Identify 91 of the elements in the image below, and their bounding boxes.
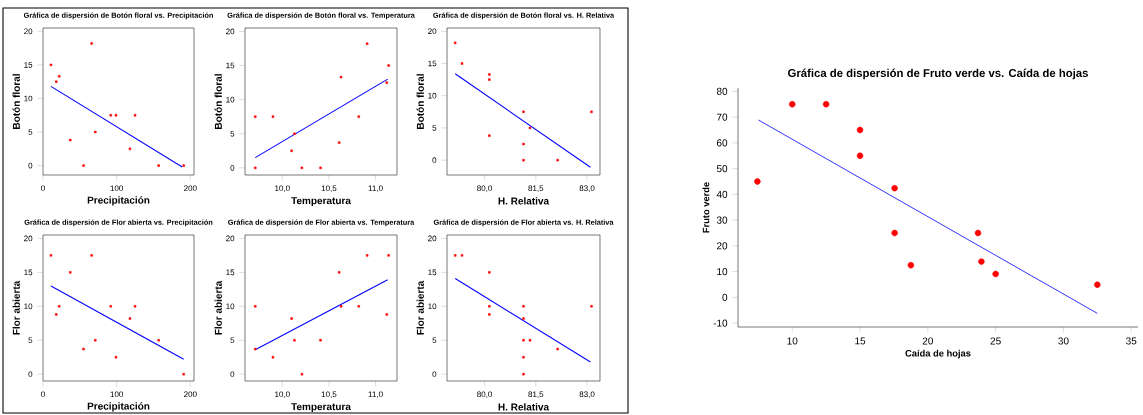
y-axis-title: Flor abierta — [214, 280, 222, 335]
y-tick-label: 15 — [24, 62, 33, 68]
y-tick-label: 5 — [28, 129, 33, 135]
y-tick-label: 10 — [226, 96, 235, 103]
y-tick-label: 20 — [24, 28, 33, 35]
point — [1094, 281, 1101, 288]
y-tick-label: 10 — [717, 268, 728, 276]
x-tick-label: 25 — [990, 337, 1001, 345]
y-tick-label: 20 — [226, 235, 235, 242]
y-tick-label: 15 — [428, 60, 437, 67]
point — [907, 261, 915, 269]
y-tick-label: 50 — [716, 165, 728, 173]
y-tick-label: 10 — [24, 95, 33, 102]
point — [891, 184, 898, 192]
y-tick-label: 30 — [716, 216, 728, 224]
x-tick-label: 83,0 — [579, 391, 595, 399]
chart-title: Gráfica de dispersión de Fruto verde vs. Caída de hojas — [788, 68, 1088, 80]
x-tick-label: 30 — [1058, 337, 1069, 345]
x-tick-label: 80,0 — [477, 391, 493, 399]
point — [974, 229, 982, 237]
y-tick-label: 20 — [428, 235, 437, 242]
y-tick-label: 20 — [24, 235, 33, 242]
y-tick-label: 10 — [226, 303, 235, 310]
point — [992, 270, 999, 278]
y-tick-label: 70 — [717, 113, 728, 121]
x-axis-title: Temperatura — [291, 403, 351, 413]
y-tick-label: 0 — [28, 162, 33, 169]
point — [856, 126, 864, 134]
x-tick-label: 10,0 — [275, 391, 290, 399]
x-tick-label: 0 — [41, 185, 45, 192]
y-tick-label: 20 — [226, 28, 235, 35]
point — [789, 101, 796, 108]
point — [978, 258, 985, 265]
y-axis-title: Botón floral — [214, 74, 222, 129]
x-tick-label: 100 — [110, 391, 124, 398]
y-tick-label: 0 — [28, 371, 33, 378]
y-axis-title: Fruto verde — [702, 182, 710, 233]
point — [891, 229, 898, 237]
y-tick-label: 15 — [226, 62, 235, 69]
x-tick-label: 10,5 — [321, 391, 337, 399]
y-tick-label: 5 — [432, 337, 437, 344]
x-tick-label: 100 — [110, 185, 124, 192]
y-tick-label: 5 — [230, 130, 235, 137]
y-tick-label: -10 — [713, 319, 728, 327]
y-tick-label: 5 — [432, 125, 437, 131]
x-tick-label: 15 — [855, 337, 866, 345]
x-tick-label: 20 — [922, 337, 933, 345]
y-axis-title: Botón floral — [416, 74, 424, 129]
x-tick-label: 200 — [184, 391, 197, 398]
y-tick-label: 40 — [716, 190, 728, 198]
y-tick-label: 15 — [226, 269, 235, 276]
x-tick-label: 0 — [41, 391, 45, 398]
y-tick-label: 80 — [716, 87, 728, 95]
point — [856, 152, 864, 159]
x-tick-label: 80,0 — [477, 185, 493, 193]
point — [754, 178, 761, 185]
y-tick-label: 15 — [24, 269, 33, 276]
y-tick-label: 15 — [428, 269, 437, 276]
x-tick-label: 10,0 — [275, 185, 290, 193]
point — [822, 101, 830, 108]
y-tick-label: 20 — [428, 28, 437, 35]
y-axis-title: Flor abierta — [12, 280, 20, 335]
x-tick-label: 10 — [787, 337, 798, 345]
x-axis-title: Precipitación — [87, 402, 150, 412]
x-tick-label: 200 — [184, 185, 197, 192]
x-tick-label: 11,0 — [368, 185, 383, 193]
x-tick-label: 10,5 — [321, 185, 337, 193]
y-tick-label: 10 — [428, 92, 437, 99]
y-tick-label: 0 — [432, 157, 437, 164]
y-tick-label: 10 — [24, 303, 33, 310]
x-tick-label: 11,0 — [368, 391, 383, 399]
y-tick-label: 0 — [722, 293, 728, 301]
y-tick-label: 0 — [230, 371, 235, 378]
x-tick-label: 83,0 — [579, 185, 595, 193]
y-tick-label: 0 — [432, 371, 437, 378]
y-tick-label: 0 — [230, 165, 235, 171]
y-axis-title: Flor abierta — [416, 280, 424, 335]
x-axis-title: H. Relativa — [498, 197, 550, 205]
x-axis-title: H. Relativa — [498, 403, 550, 411]
y-tick-label: 5 — [230, 337, 235, 344]
y-tick-label: 10 — [428, 303, 437, 310]
x-axis-title: Caída de hojas — [905, 349, 971, 359]
x-axis-title: Temperatura — [291, 197, 351, 207]
x-tick-label: 35 — [1126, 337, 1137, 345]
y-tick-label: 5 — [28, 337, 33, 344]
x-tick-label: 81,5 — [528, 185, 544, 193]
x-tick-label: 81,5 — [528, 391, 544, 399]
y-tick-label: 20 — [716, 242, 728, 250]
y-axis-title: Botón floral — [12, 74, 20, 129]
x-axis-title: Precipitación — [87, 196, 150, 206]
y-tick-label: 60 — [716, 139, 728, 147]
